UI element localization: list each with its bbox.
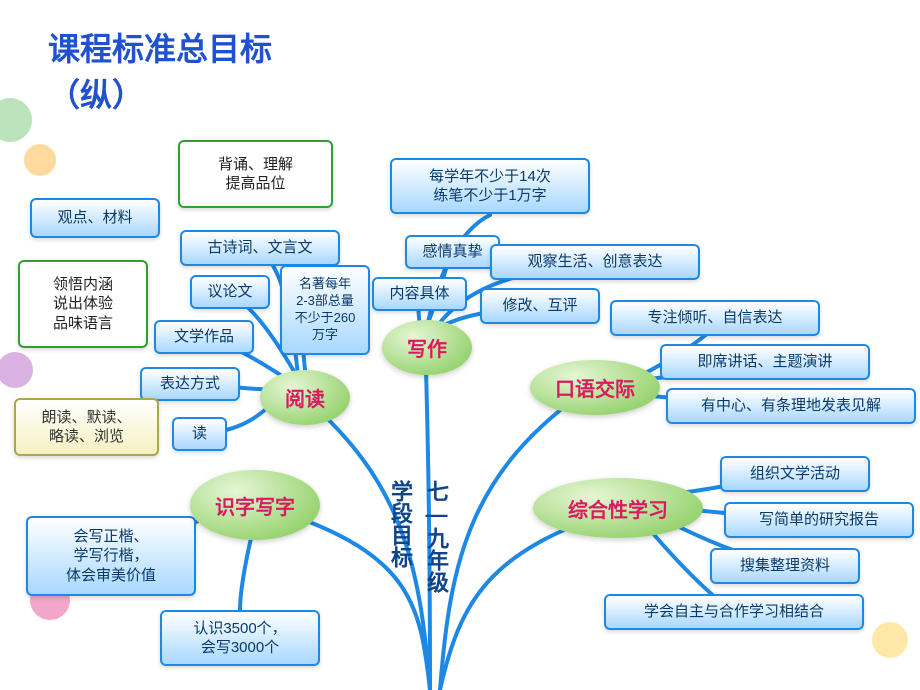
leaf-selfcoop: 学会自主与合作学习相结合	[604, 594, 864, 630]
leaf-readaloud: 朗读、默读、 略读、浏览	[14, 398, 159, 456]
trunk-label-stage: 学段目标	[384, 480, 416, 568]
leaf-read: 读	[172, 417, 227, 451]
leaf-revise: 修改、互评	[480, 288, 600, 324]
leaf-content: 内容具体	[372, 277, 467, 311]
leaf-argue: 议论文	[190, 275, 270, 309]
leaf-inner: 领悟内涵 说出体验 品味语言	[18, 260, 148, 348]
trunk-label-grade: 七—九年级	[420, 480, 452, 593]
branch-b-speak	[440, 388, 590, 690]
title-line2: （纵）	[48, 70, 272, 116]
leaf-organize: 组织文学活动	[720, 456, 870, 492]
leaf-literary: 文学作品	[154, 320, 254, 354]
main-node-speaking: 口语交际	[530, 360, 660, 415]
main-node-reading: 阅读	[260, 370, 350, 425]
leaf-recog3500: 认识3500个， 会写3000个	[160, 610, 320, 666]
leaf-emotion: 感情真挚	[405, 235, 500, 269]
title-line1: 课程标准总目标	[48, 24, 272, 70]
page-title: 课程标准总目标 （纵）	[48, 24, 272, 116]
leaf-collect: 搜集整理资料	[710, 548, 860, 584]
main-node-comprehensive: 综合性学习	[533, 478, 703, 538]
leaf-famous: 名著每年 2-3部总量 不少于260 万字	[280, 265, 370, 355]
leaf-speech: 即席讲话、主题演讲	[660, 344, 870, 380]
main-node-writing: 写作	[382, 320, 472, 375]
main-node-literacy: 识字写字	[190, 470, 320, 540]
leaf-centered: 有中心、有条理地发表见解	[666, 388, 916, 424]
leaf-express: 表达方式	[140, 367, 240, 401]
leaf-observe: 观察生活、创意表达	[490, 244, 700, 280]
leaf-viewpoint: 观点、材料	[30, 198, 160, 238]
leaf-yearly14: 每学年不少于14次 练笔不少于1万字	[390, 158, 590, 214]
leaf-focus: 专注倾听、自信表达	[610, 300, 820, 336]
leaf-report: 写简单的研究报告	[724, 502, 914, 538]
leaf-recite: 背诵、理解 提高品位	[178, 140, 333, 208]
leaf-ancient: 古诗词、文言文	[180, 230, 340, 266]
leaf-kaishu: 会写正楷、 学写行楷， 体会审美价值	[26, 516, 196, 596]
